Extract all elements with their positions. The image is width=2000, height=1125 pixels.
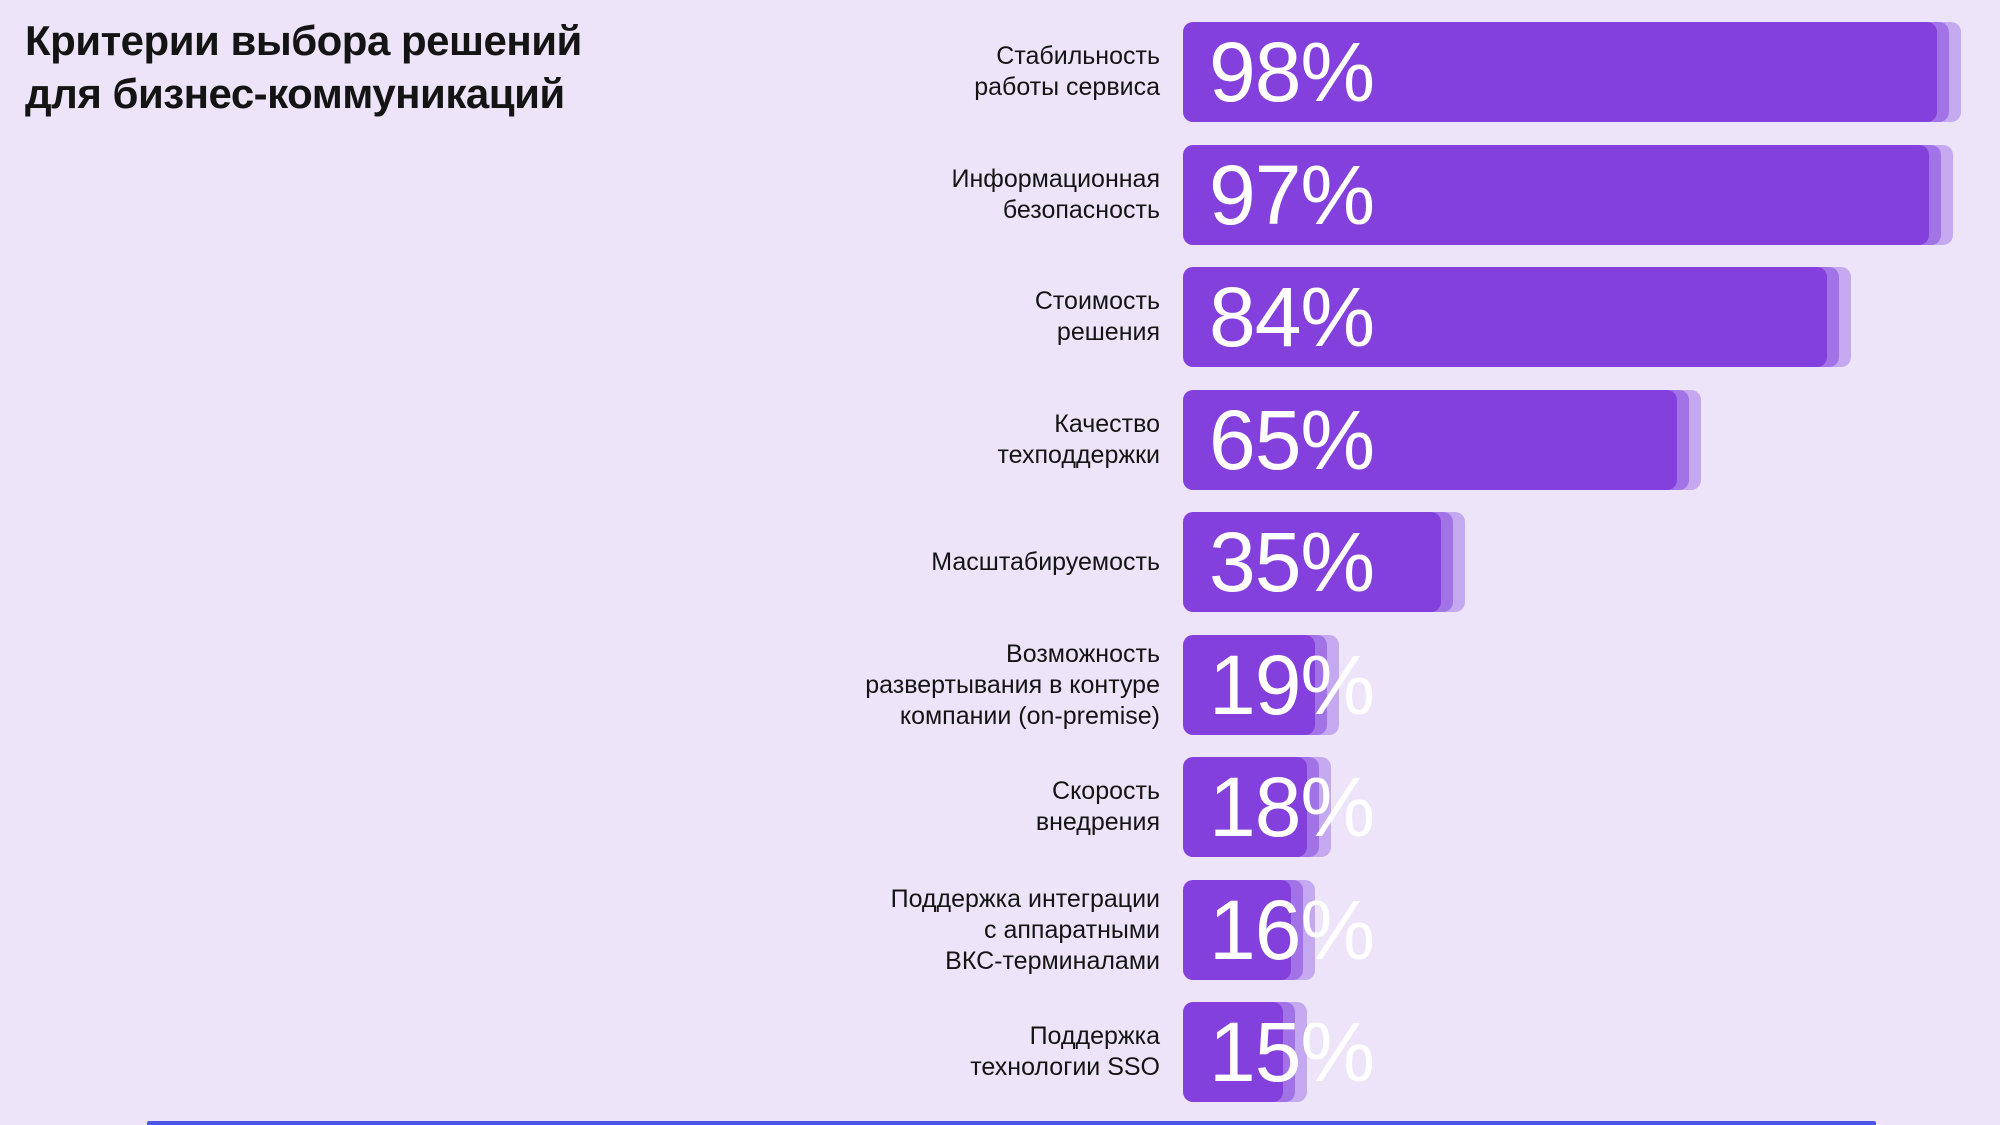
- bar-label: Масштабируемость: [560, 512, 1160, 612]
- bar-label-line: Масштабируемость: [931, 547, 1160, 576]
- bar-value-label: 15%: [1209, 1004, 1375, 1099]
- bar-value-label: 98%: [1209, 24, 1375, 119]
- bar-label: Скорость внедрения: [560, 757, 1160, 857]
- bar-value-label: 19%: [1209, 637, 1375, 732]
- bar-value-label: 18%: [1209, 759, 1375, 854]
- bar-label-line: Поддержка: [1029, 1022, 1160, 1050]
- bar-label-line: развертывания в контуре: [865, 670, 1160, 699]
- chart-title: Критерии выбора решений для бизнес-комму…: [25, 14, 582, 120]
- bar: 18%: [1183, 757, 1375, 857]
- bar-value-label: 84%: [1209, 269, 1375, 364]
- bar-label-line: с аппаратными: [984, 915, 1160, 944]
- bar-value-label: 65%: [1209, 392, 1375, 487]
- bar: 15%: [1183, 1002, 1375, 1102]
- bar-value-label: 35%: [1209, 514, 1375, 609]
- bar: 65%: [1183, 390, 1677, 490]
- bar: 98%: [1183, 22, 1937, 122]
- bar-label: Качество техподдержки: [560, 390, 1160, 490]
- bar-label-line: Возможность: [1006, 639, 1160, 668]
- bar-label: Возможность развертывания в контуре компан…: [560, 635, 1160, 735]
- bar-label-line: работы сервиса: [974, 73, 1160, 101]
- bottom-strip: [147, 1121, 1876, 1125]
- bar-label: Информационная безопасность: [560, 145, 1160, 245]
- bar-label-line: безопасность: [1002, 196, 1160, 224]
- bar-label: Поддержка технологии SSO: [560, 1002, 1160, 1102]
- bar: 97%: [1183, 145, 1929, 245]
- bar-label-line: Поддержка интеграции: [890, 884, 1160, 913]
- bar-label-line: Скорость: [1052, 777, 1160, 805]
- bar-label-line: ВКС-терминалами: [945, 946, 1160, 975]
- bar-label-line: внедрения: [1035, 808, 1160, 836]
- bar-label: Поддержка интеграции с аппаратными ВКС-тер…: [560, 880, 1160, 980]
- bar-label-line: техподдержки: [997, 441, 1160, 469]
- bar-label-line: компании (on-premise): [899, 701, 1160, 730]
- chart-title-line2: для бизнес-коммуникаций: [25, 70, 565, 117]
- bar: 16%: [1183, 880, 1375, 980]
- bar-label-line: Стоимость: [1034, 287, 1160, 315]
- bar-value-label: 97%: [1209, 147, 1375, 242]
- bar: 84%: [1183, 267, 1827, 367]
- chart-title-line1: Критерии выбора решений: [25, 17, 582, 64]
- bar-label: Стоимость решения: [560, 267, 1160, 367]
- bar-value-label: 16%: [1209, 882, 1375, 977]
- bar-label-line: Качество: [1054, 410, 1160, 438]
- bar: 19%: [1183, 635, 1375, 735]
- bar-label-line: Стабильность: [996, 42, 1160, 70]
- bar-label: Стабильность работы сервиса: [560, 22, 1160, 122]
- bar: 35%: [1183, 512, 1441, 612]
- bar-label-line: технологии SSO: [970, 1053, 1160, 1081]
- bar-label-line: решения: [1056, 318, 1160, 346]
- bar-label-line: Информационная: [951, 165, 1160, 193]
